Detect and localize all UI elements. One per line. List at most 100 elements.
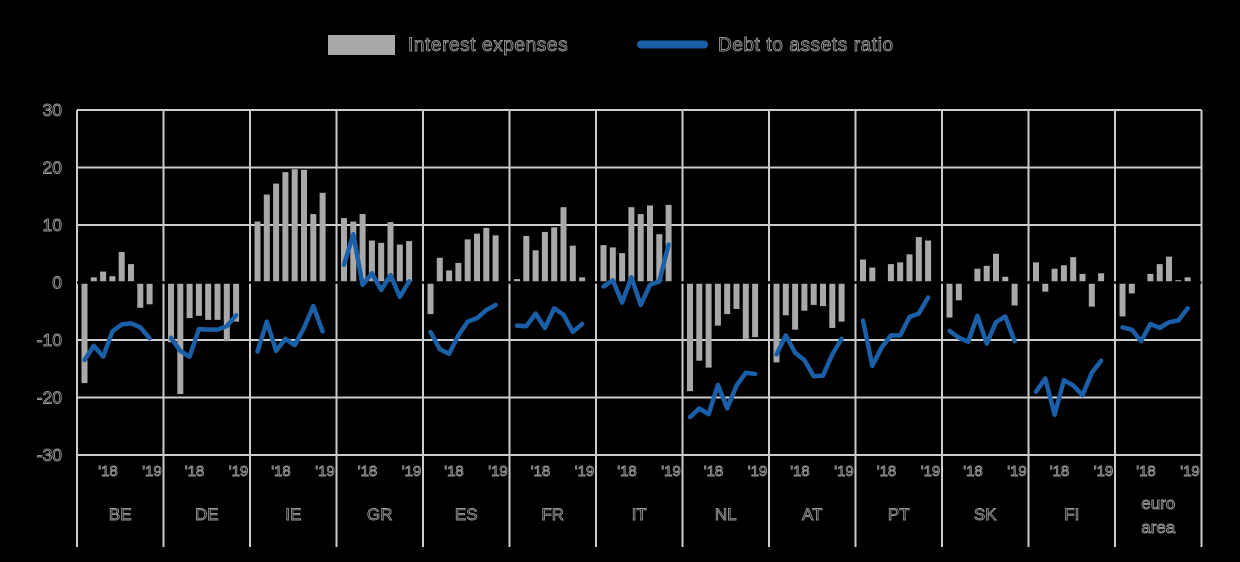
interest-expenses-bar bbox=[1051, 268, 1058, 283]
interest-expenses-bar bbox=[656, 234, 663, 283]
interest-expenses-bar bbox=[869, 267, 876, 283]
country-label: IE bbox=[285, 505, 301, 524]
interest-expenses-bar bbox=[946, 282, 953, 318]
interest-expenses-bar bbox=[1011, 282, 1018, 306]
debt-to-assets-line bbox=[341, 231, 412, 300]
interest-expenses-bar bbox=[532, 250, 539, 283]
debt-to-assets-line bbox=[514, 306, 585, 335]
interest-expenses-bar bbox=[983, 265, 990, 283]
interest-expenses-bar bbox=[436, 257, 443, 283]
country-label: BE bbox=[109, 505, 132, 524]
interest-expenses-bar bbox=[319, 192, 326, 283]
country-label: area bbox=[1141, 518, 1176, 537]
interest-expenses-bar bbox=[993, 253, 999, 283]
country-label: DE bbox=[195, 505, 219, 524]
interest-expenses-bar bbox=[974, 268, 981, 283]
interest-expenses-bar bbox=[752, 282, 759, 338]
debt-to-assets-line bbox=[774, 333, 844, 379]
interest-expenses-bar bbox=[291, 169, 298, 283]
legend-bar-label: Interest expenses bbox=[408, 35, 568, 56]
interest-expenses-bar bbox=[600, 245, 607, 283]
interest-expenses-bar bbox=[254, 221, 261, 283]
interest-expenses-bar bbox=[1033, 262, 1039, 283]
interest-expenses-bar bbox=[378, 242, 385, 283]
interest-expenses-bar bbox=[647, 205, 653, 283]
interest-expenses-bar bbox=[860, 259, 866, 283]
x-tick-label: '19 bbox=[834, 463, 854, 480]
debt-to-assets-line bbox=[947, 313, 1017, 346]
interest-expenses-bar bbox=[915, 237, 922, 283]
interest-expenses-bar bbox=[195, 282, 202, 316]
debt-to-assets-line bbox=[601, 242, 671, 308]
legend-bar-swatch bbox=[328, 35, 395, 55]
x-tick-label: '18 bbox=[963, 463, 983, 480]
x-tick-label: '19 bbox=[748, 463, 768, 480]
country-label: euro bbox=[1141, 494, 1175, 513]
interest-expenses-bar bbox=[177, 282, 184, 395]
interest-expenses-bar bbox=[955, 282, 962, 301]
x-tick-label: '19 bbox=[1180, 463, 1200, 480]
interest-expenses-bar bbox=[637, 214, 644, 283]
interest-expenses-bar bbox=[742, 282, 749, 339]
country-label: FR bbox=[541, 505, 564, 524]
interest-expenses-bar bbox=[1156, 264, 1163, 283]
interest-expenses-bar bbox=[492, 235, 499, 283]
interest-expenses-bar bbox=[186, 282, 193, 319]
legend-line-label: Debt to assets ratio bbox=[718, 35, 894, 56]
interest-expenses-bar bbox=[233, 282, 240, 322]
interest-expenses-bar bbox=[925, 240, 932, 283]
interest-expenses-bar bbox=[1128, 282, 1135, 294]
interest-expenses-bar bbox=[1147, 273, 1154, 283]
interest-expenses-bar bbox=[387, 222, 394, 283]
y-axis-label: 30 bbox=[43, 100, 63, 120]
interest-expenses-bar bbox=[1098, 273, 1105, 283]
interest-expenses-bar bbox=[350, 221, 357, 283]
country-label: IT bbox=[632, 505, 647, 524]
interest-expenses-bar bbox=[560, 207, 567, 283]
interest-expenses-bar bbox=[609, 247, 616, 283]
interest-expenses-bar bbox=[1042, 282, 1049, 292]
interest-expenses-bar bbox=[705, 282, 712, 368]
legend: Interest expenses Debt to assets ratio bbox=[328, 35, 894, 56]
country-label: AT bbox=[802, 505, 822, 524]
interest-expenses-bar bbox=[541, 231, 548, 283]
interest-expenses-bar bbox=[619, 253, 626, 283]
plot-area: 30 20 10 0 -10 -20 -30 '18 '19 BE '18 '19 DE '18 '19 IE… bbox=[36, 100, 1203, 547]
interest-expenses-bar bbox=[81, 282, 88, 384]
x-tick-label: '18 bbox=[877, 463, 897, 480]
interest-expenses-bar bbox=[396, 244, 403, 283]
x-tick-label: '19 bbox=[921, 463, 941, 480]
interest-expenses-bar bbox=[146, 282, 153, 305]
interest-expenses-bar bbox=[514, 279, 520, 283]
interest-expenses-bar bbox=[792, 282, 799, 330]
interest-expenses-bar bbox=[223, 282, 230, 342]
interest-expenses-bar bbox=[838, 282, 845, 322]
x-tick-label: '18 bbox=[617, 463, 637, 480]
x-tick-label: '19 bbox=[488, 463, 508, 480]
country-label: GR bbox=[367, 505, 393, 524]
country-label: PT bbox=[888, 505, 910, 524]
x-tick-label: '19 bbox=[661, 463, 681, 480]
interest-expenses-bar bbox=[446, 270, 453, 283]
interest-expenses-bar bbox=[820, 282, 826, 307]
debt-to-assets-line bbox=[428, 302, 498, 357]
interest-expenses-bar bbox=[773, 282, 780, 363]
interest-expenses-bar bbox=[1002, 276, 1009, 283]
interest-expenses-bar bbox=[696, 282, 703, 361]
x-tick-label: '18 bbox=[790, 463, 810, 480]
country-label: SK bbox=[974, 505, 997, 524]
interest-expenses-bar bbox=[137, 282, 144, 308]
x-tick-label: '18 bbox=[444, 463, 464, 480]
interest-expenses-bar bbox=[368, 240, 375, 283]
x-tick-label: '18 bbox=[185, 463, 205, 480]
x-tick-label: '19 bbox=[575, 463, 595, 480]
interest-expenses-bar bbox=[118, 252, 125, 283]
interest-expenses-bar bbox=[90, 277, 97, 283]
debt-to-assets-line bbox=[687, 370, 758, 420]
interest-expenses-bar bbox=[782, 282, 789, 316]
y-axis-label: 10 bbox=[43, 215, 63, 235]
x-tick-label: '18 bbox=[704, 463, 724, 480]
debt-to-assets-line bbox=[168, 313, 239, 359]
